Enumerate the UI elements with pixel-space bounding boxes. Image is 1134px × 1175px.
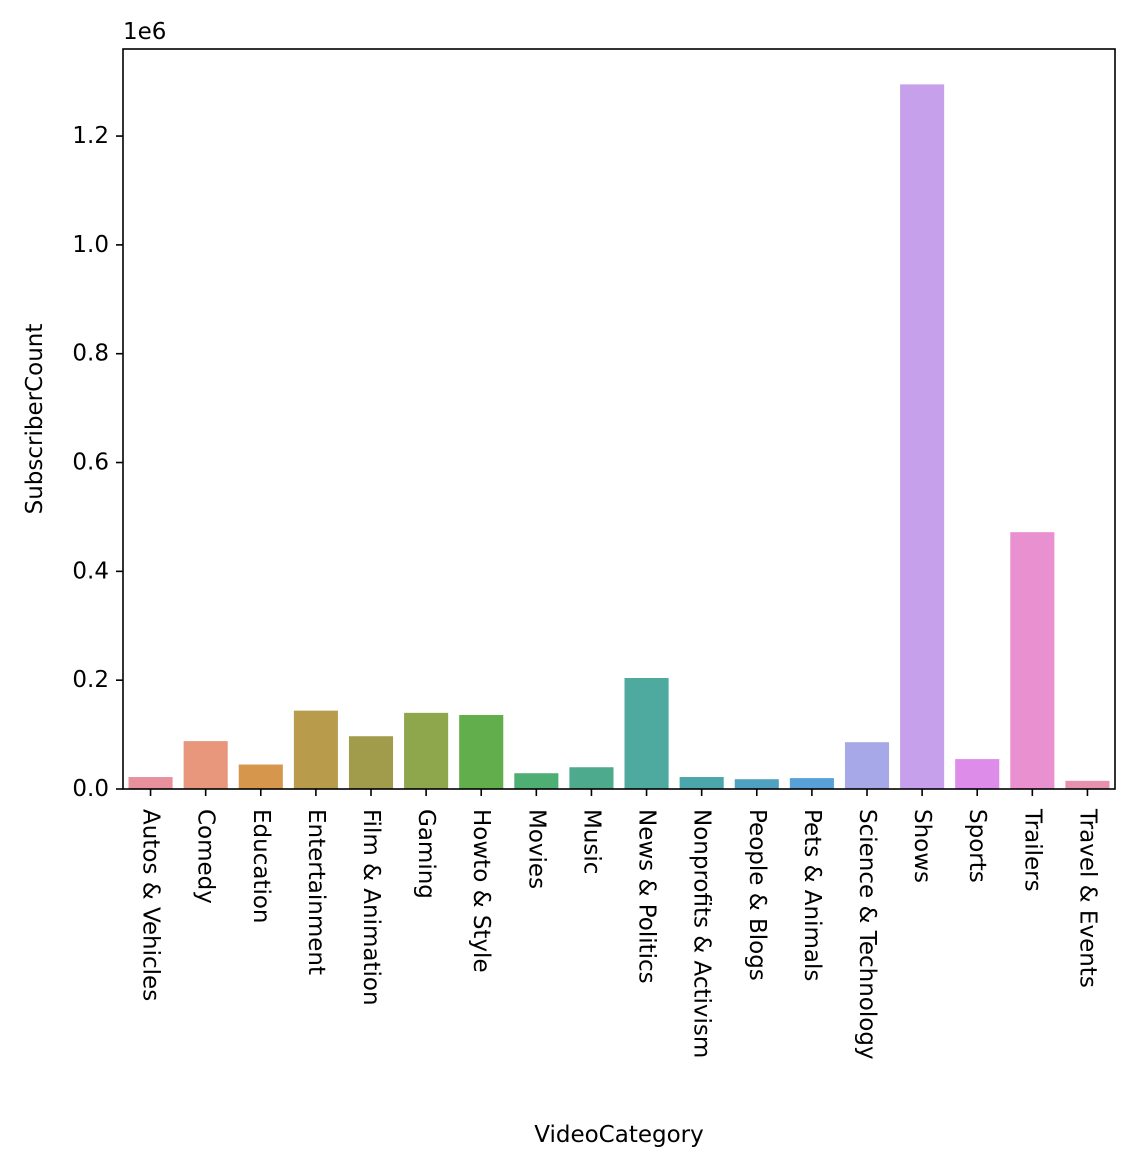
bar-music [569, 767, 614, 789]
x-tick-label: Travel & Events [1074, 808, 1100, 988]
x-tick-label: Film & Animation [358, 809, 384, 1006]
bar-science-technology [844, 742, 890, 789]
y-axis-label: SubscriberCount [22, 324, 48, 515]
x-tick-label: News & Politics [634, 809, 660, 984]
bar-nonprofits-activism [679, 777, 724, 789]
bar-comedy [183, 741, 228, 789]
x-tick-label: Entertainment [303, 809, 329, 975]
y-tick-label: 0.0 [72, 776, 109, 802]
x-tick-label: People & Blogs [744, 809, 770, 981]
x-tick-label: Sports [964, 809, 990, 883]
y-tick-label: 1.0 [72, 232, 109, 258]
bar-autos-vehicles [128, 777, 173, 789]
y-tick-label: 0.2 [72, 667, 109, 693]
y-tick-label: 0.8 [72, 341, 109, 367]
bar-trailers [1010, 532, 1055, 789]
bar-movies [514, 773, 559, 789]
y-tick-label: 0.6 [72, 450, 109, 476]
x-tick-label: Shows [909, 809, 935, 883]
x-tick-label: Music [578, 809, 604, 874]
bar-gaming [404, 712, 449, 789]
bar-film-animation [348, 736, 394, 789]
plot-frame [122, 48, 1116, 790]
bar-education [238, 764, 283, 789]
x-tick-label: Movies [523, 809, 549, 889]
x-tick-label: Autos & Vehicles [138, 809, 164, 1001]
bar-shows [900, 84, 945, 789]
x-axis-label: VideoCategory [534, 1122, 704, 1148]
bar-entertainment [293, 710, 338, 789]
x-tick-label: Science & Technology [854, 809, 880, 1060]
x-tick-label: Pets & Animals [799, 809, 825, 981]
x-tick-label: Education [248, 809, 274, 924]
x-tick-label: Howto & Style [468, 809, 494, 973]
bar-pets-animals [789, 778, 834, 789]
bar-travel-events [1065, 780, 1110, 789]
y-axis-offset-text: 1e6 [123, 19, 166, 45]
x-tick-label: Gaming [413, 809, 439, 899]
bar-news-politics [624, 678, 669, 789]
y-tick-label: 0.4 [72, 558, 109, 584]
x-tick-label: Trailers [1019, 808, 1045, 892]
y-tick-label: 1.2 [72, 123, 109, 149]
bar-sports [955, 759, 1000, 789]
bar-howto-style [459, 715, 504, 789]
bar-people-blogs [734, 779, 779, 789]
x-tick-label: Nonprofits & Activism [689, 809, 715, 1058]
x-tick-label: Comedy [193, 809, 219, 904]
